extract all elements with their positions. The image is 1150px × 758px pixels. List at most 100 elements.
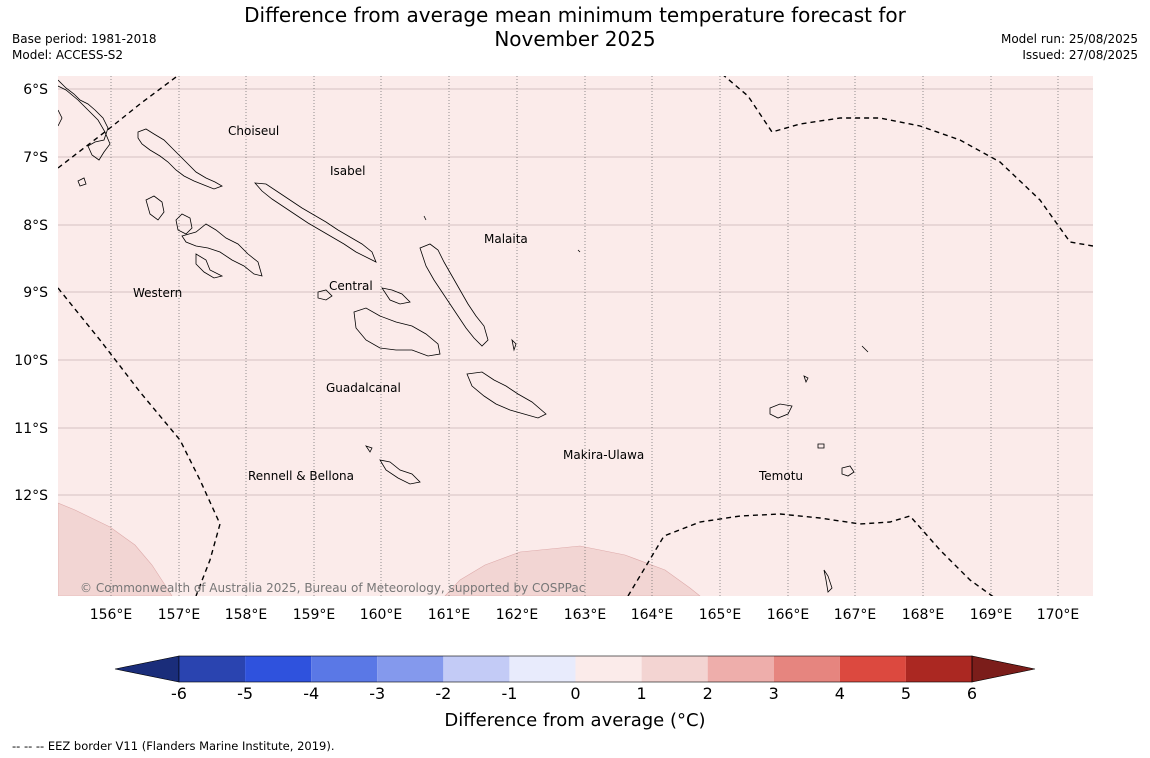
lon-label: 159°E bbox=[293, 607, 336, 623]
lat-label: 9°S bbox=[23, 285, 48, 301]
colorbar-label: Difference from average (°C) bbox=[444, 710, 706, 731]
lat-label: 12°S bbox=[14, 488, 48, 504]
island-choiseul bbox=[137, 128, 223, 190]
colorbar-tick-label: 0 bbox=[570, 684, 580, 703]
issued-date: Issued: 27/08/2025 bbox=[1022, 48, 1138, 62]
island-makira bbox=[466, 371, 547, 419]
colorbar-tick-label: 5 bbox=[901, 684, 911, 703]
place-malaita: Malaita bbox=[484, 232, 528, 246]
island-small-east bbox=[823, 569, 833, 593]
colorbar-segment bbox=[905, 656, 972, 682]
lon-label: 165°E bbox=[699, 607, 742, 623]
colorbar-segments bbox=[114, 655, 1036, 683]
colorbar: -6 -5 -4 -3 -2 -1 0 1 2 3 4 5 6 bbox=[114, 655, 1036, 703]
lon-label: 161°E bbox=[428, 607, 471, 623]
place-western: Western bbox=[133, 286, 182, 300]
lon-label: 164°E bbox=[631, 607, 674, 623]
colorbar-segment bbox=[443, 656, 510, 682]
lon-label: 169°E bbox=[970, 607, 1013, 623]
lon-label: 163°E bbox=[564, 607, 607, 623]
island-new-georgia bbox=[181, 223, 263, 277]
island-shortland bbox=[77, 177, 87, 187]
colorbar-segment bbox=[839, 656, 906, 682]
colorbar-tick-label: -1 bbox=[501, 684, 517, 703]
colorbar-tick-label: -6 bbox=[171, 684, 187, 703]
island-sikaiana bbox=[577, 249, 581, 253]
island-russell bbox=[317, 289, 333, 301]
colorbar-tick-label: 2 bbox=[703, 684, 713, 703]
model-name: Model: ACCESS-S2 bbox=[12, 48, 124, 62]
lon-label: 168°E bbox=[902, 607, 945, 623]
eez-footnote: -- -- -- EEZ border V11 (Flanders Marine… bbox=[12, 739, 335, 753]
place-names: Choiseul Isabel Malaita Western Central … bbox=[133, 124, 803, 483]
colorbar-segment bbox=[245, 656, 312, 682]
island-reef-islands bbox=[803, 375, 809, 384]
eez-borders bbox=[58, 76, 1093, 596]
coastlines bbox=[58, 79, 869, 593]
colorbar-extension-high bbox=[971, 655, 1036, 683]
island-duff bbox=[861, 345, 869, 353]
eez-border-west bbox=[58, 287, 221, 596]
model-run: Model run: 25/08/2025 bbox=[1000, 32, 1138, 46]
lon-label: 170°E bbox=[1037, 607, 1080, 623]
latitude-gridlines bbox=[58, 88, 1093, 496]
lon-label: 157°E bbox=[158, 607, 201, 623]
colorbar-ticks: -6 -5 -4 -3 -2 -1 0 1 2 3 4 5 6 bbox=[171, 684, 977, 703]
map-title: Difference from average mean minimum tem… bbox=[0, 3, 1150, 51]
island-rennell bbox=[379, 459, 421, 485]
colorbar-segment bbox=[575, 656, 642, 682]
colorbar-tick-label: -4 bbox=[303, 684, 319, 703]
anomaly-patch-south bbox=[444, 545, 701, 596]
latitude-labels: 6°S 7°S 8°S 9°S 10°S 11°S 12°S bbox=[14, 82, 48, 504]
lon-label: 156°E bbox=[90, 607, 133, 623]
island-rendova bbox=[195, 253, 224, 279]
island-ontong bbox=[423, 215, 427, 221]
colorbar-tick-label: 1 bbox=[636, 684, 646, 703]
island-anuta bbox=[841, 465, 855, 477]
colorbar-tick-label: 3 bbox=[769, 684, 779, 703]
island-isabel bbox=[254, 182, 377, 263]
map-background bbox=[58, 76, 1093, 596]
lon-label: 162°E bbox=[496, 607, 539, 623]
island-bougainville bbox=[58, 79, 111, 161]
colorbar-segment bbox=[179, 656, 246, 682]
lat-label: 7°S bbox=[23, 150, 48, 166]
island-santa-cruz bbox=[769, 403, 793, 419]
colorbar-tick-label: -2 bbox=[435, 684, 451, 703]
island-tikopia bbox=[817, 443, 825, 449]
place-rennell-bellona: Rennell & Bellona bbox=[248, 469, 354, 483]
colorbar-tick-label: -3 bbox=[369, 684, 385, 703]
meta-left: Base period: 1981-2018 Model: ACCESS-S2 bbox=[12, 31, 157, 63]
eez-border-south bbox=[627, 513, 994, 596]
base-period: Base period: 1981-2018 bbox=[12, 32, 157, 46]
lat-label: 10°S bbox=[14, 353, 48, 369]
map-canvas: © Commonwealth of Australia 2025, Bureau… bbox=[14, 76, 1093, 623]
colorbar-tick-label: 4 bbox=[835, 684, 845, 703]
lon-label: 167°E bbox=[834, 607, 877, 623]
island-bellona bbox=[365, 445, 373, 453]
island-bougainville-west bbox=[58, 109, 63, 127]
lat-label: 8°S bbox=[23, 218, 48, 234]
eez-border-northwest bbox=[58, 76, 179, 169]
place-choiseul: Choiseul bbox=[228, 124, 279, 138]
anomaly-patch-southwest bbox=[58, 502, 173, 596]
island-malaita bbox=[419, 243, 489, 347]
title-line-2: November 2025 bbox=[494, 27, 656, 51]
colorbar-segment bbox=[707, 656, 774, 682]
lat-label: 11°S bbox=[14, 421, 48, 437]
island-ulawa bbox=[511, 338, 517, 352]
place-temotu: Temotu bbox=[758, 469, 803, 483]
lon-label: 160°E bbox=[360, 607, 403, 623]
colorbar-segment bbox=[509, 656, 576, 682]
lon-label: 158°E bbox=[225, 607, 268, 623]
colorbar-extension-low bbox=[114, 655, 180, 683]
title-line-1: Difference from average mean minimum tem… bbox=[244, 3, 906, 27]
island-florida bbox=[381, 287, 411, 305]
island-vella-lavella bbox=[145, 195, 165, 221]
place-guadalcanal: Guadalcanal bbox=[326, 381, 401, 395]
island-guadalcanal bbox=[353, 307, 441, 357]
lon-label: 166°E bbox=[767, 607, 810, 623]
place-isabel: Isabel bbox=[330, 164, 365, 178]
copyright-notice: © Commonwealth of Australia 2025, Bureau… bbox=[80, 581, 585, 595]
lat-label: 6°S bbox=[23, 82, 48, 98]
